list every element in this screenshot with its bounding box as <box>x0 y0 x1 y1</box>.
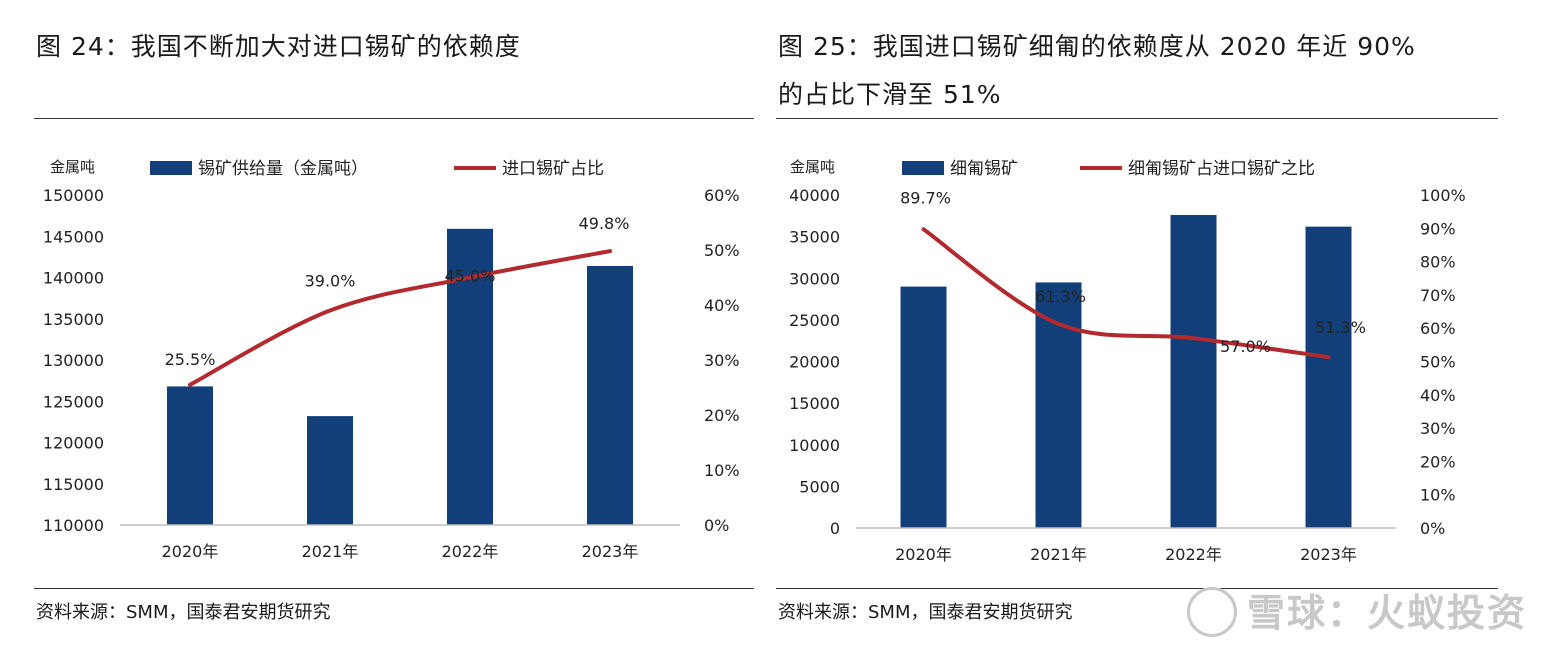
data-label: 89.7% <box>900 188 951 207</box>
y2-tick-label: 90% <box>1420 219 1456 238</box>
y2-tick-label: 30% <box>1420 419 1456 438</box>
y2-tick-label: 80% <box>1420 253 1456 272</box>
left-source-note: 资料来源：SMM，国泰君安期货研究 <box>36 602 331 623</box>
data-label: 39.0% <box>305 272 356 291</box>
x-tick-label: 2021年 <box>1030 545 1087 564</box>
bar-4 <box>1305 226 1352 528</box>
y-tick-label: 110000 <box>43 516 104 535</box>
y-tick-label: 115000 <box>43 475 104 494</box>
left-figure-title: 图 24：我国不断加大对进口锡矿的依赖度 <box>36 32 521 61</box>
y-tick-label: 20000 <box>789 353 840 372</box>
x-tick-label: 2022年 <box>442 542 499 561</box>
right-source-rule <box>776 588 1498 589</box>
legend-line-label: 细匍锡矿占进口锡矿之比 <box>1128 159 1315 179</box>
y2-tick-label: 50% <box>1420 353 1456 372</box>
data-label: 49.8% <box>579 214 630 233</box>
data-label: 57.0% <box>1220 337 1271 356</box>
bar-4 <box>587 265 633 525</box>
legend-bar-label: 锡矿供给量（金属吨） <box>198 159 368 179</box>
right-title-rule <box>776 118 1498 119</box>
y2-tick-label: 70% <box>1420 286 1456 305</box>
bar-2 <box>307 416 353 525</box>
data-label: 45.0% <box>445 267 496 286</box>
y-tick-label: 120000 <box>43 434 104 453</box>
data-label: 25.5% <box>165 350 216 369</box>
right-figure-title-line2: 的占比下滑至 51% <box>778 80 1002 109</box>
y2-tick-label: 60% <box>704 186 740 205</box>
x-tick-label: 2020年 <box>162 542 219 561</box>
watermark-text: 雪球：火蚁投资 <box>1246 591 1527 635</box>
y-tick-label: 130000 <box>43 351 104 370</box>
y-tick-label: 125000 <box>43 392 104 411</box>
watermark: 雪球：火蚁投资 <box>1186 582 1527 641</box>
x-tick-label: 2021年 <box>302 542 359 561</box>
y2-tick-label: 10% <box>1420 486 1456 505</box>
left-title-rule <box>34 118 754 119</box>
y2-tick-label: 0% <box>1420 519 1445 538</box>
x-tick-label: 2020年 <box>895 545 952 564</box>
y-axis-unit-label: 金属吨 <box>790 158 835 176</box>
bar-1 <box>167 386 213 525</box>
legend-bar-swatch <box>902 161 944 175</box>
legend-line-label: 进口锡矿占比 <box>502 159 604 179</box>
bar-3 <box>1170 214 1217 528</box>
x-tick-label: 2022年 <box>1165 545 1222 564</box>
snowball-logo-icon <box>1186 586 1237 637</box>
y-axis-unit-label: 金属吨 <box>50 158 95 176</box>
left-figure-panel: 图 24：我国不断加大对进口锡矿的依赖度 金属吨 锡矿供给量（金属吨） 进口锡矿占比… <box>0 0 760 655</box>
data-label: 61.3% <box>1035 287 1086 306</box>
left-source-rule <box>34 588 754 589</box>
y2-tick-label: 100% <box>1420 186 1466 205</box>
right-figure-title-line1: 图 25：我国进口锡矿细匍的依赖度从 2020 年近 90% <box>778 32 1416 61</box>
y-tick-label: 145000 <box>43 227 104 246</box>
y-tick-label: 10000 <box>789 436 840 455</box>
legend-bar-swatch <box>150 161 192 175</box>
y2-tick-label: 20% <box>704 406 740 425</box>
right-figure-panel: 图 25：我国进口锡矿细匍的依赖度从 2020 年近 90% 的占比下滑至 51… <box>770 0 1567 655</box>
x-tick-label: 2023年 <box>1300 545 1357 564</box>
series-line <box>921 227 1331 360</box>
y-tick-label: 5000 <box>799 477 840 496</box>
y-tick-label: 0 <box>830 519 840 538</box>
legend-bar-label: 细匍锡矿 <box>950 159 1018 179</box>
data-label: 51.3% <box>1315 318 1366 337</box>
y-tick-label: 40000 <box>789 186 840 205</box>
y-tick-label: 15000 <box>789 394 840 413</box>
right-source-note: 资料来源：SMM，国泰君安期货研究 <box>778 602 1073 623</box>
x-tick-label: 2023年 <box>582 542 639 561</box>
y-tick-label: 35000 <box>789 228 840 247</box>
y2-tick-label: 50% <box>704 241 740 260</box>
y2-tick-label: 10% <box>704 461 740 480</box>
series-line <box>188 249 612 387</box>
y-tick-label: 140000 <box>43 269 104 288</box>
left-chart: 金属吨 锡矿供给量（金属吨） 进口锡矿占比 110000 115000 120000 125… <box>43 158 740 561</box>
y2-tick-label: 30% <box>704 351 740 370</box>
y-tick-label: 150000 <box>43 186 104 205</box>
y2-tick-label: 20% <box>1420 452 1456 471</box>
bar-2 <box>1035 282 1082 528</box>
y-tick-label: 135000 <box>43 310 104 329</box>
y-tick-label: 30000 <box>789 269 840 288</box>
right-chart: 金属吨 细匍锡矿 细匍锡矿占进口锡矿之比 0 5000 10000 15000 20000 25… <box>789 158 1466 564</box>
y2-tick-label: 40% <box>1420 386 1456 405</box>
y2-tick-label: 60% <box>1420 319 1456 338</box>
y-tick-label: 25000 <box>789 311 840 330</box>
y2-tick-label: 0% <box>704 516 729 535</box>
y2-tick-label: 40% <box>704 296 740 315</box>
bar-1 <box>900 286 947 528</box>
